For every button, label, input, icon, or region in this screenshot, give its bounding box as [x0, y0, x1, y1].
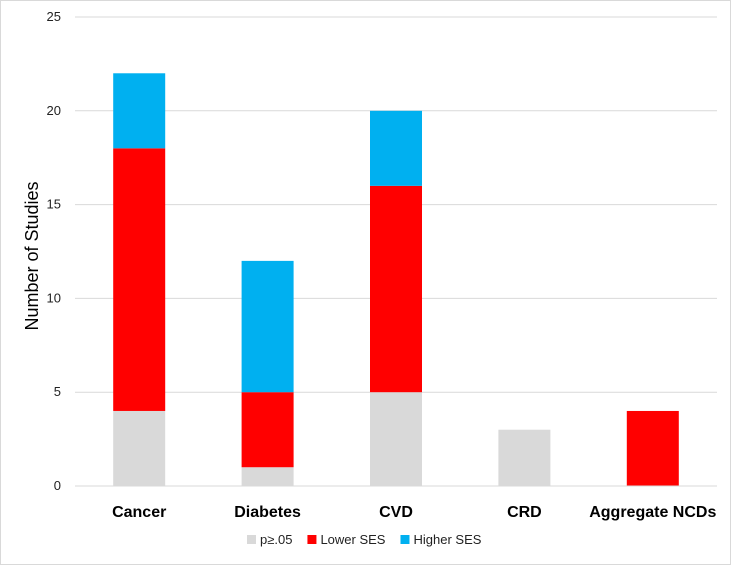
legend-label: Higher SES	[413, 532, 481, 547]
bar-segment-cancer-series-2	[113, 73, 166, 149]
x-axis-category-labels: Cancer Diabetes CVD CRD Aggregate NCDs	[112, 504, 716, 521]
legend-swatch	[247, 535, 256, 544]
y-tick-label: 20	[47, 103, 61, 118]
bar-segment-cancer-series-1	[113, 148, 166, 411]
bar-segment-cvd-series-1	[370, 185, 422, 393]
y-tick-label: 10	[47, 290, 61, 305]
x-category-label: CVD	[379, 504, 413, 521]
x-category-label: CRD	[507, 504, 542, 521]
y-tick-label: 15	[47, 197, 61, 212]
legend-label: p≥.05	[260, 532, 292, 547]
y-tick-label: 0	[54, 478, 61, 493]
x-category-label: Aggregate NCDs	[589, 504, 716, 521]
bar-segment-diabetes-series-0	[241, 467, 294, 486]
bar-segment-diabetes-series-1	[241, 392, 294, 468]
bar-segment-aggregate-ncds-series-1	[626, 410, 679, 486]
x-category-label: Diabetes	[234, 504, 301, 521]
legend-label: Lower SES	[320, 532, 385, 547]
bar-segment-diabetes-series-2	[241, 260, 294, 393]
y-tick-label: 25	[47, 9, 61, 24]
legend-swatch	[400, 535, 410, 544]
bar-segment-cvd-series-0	[370, 392, 422, 486]
legend-swatch	[307, 535, 317, 544]
y-tick-label: 5	[54, 384, 61, 399]
y-axis-ticks: 0 5 10 15 20 25	[47, 9, 61, 493]
bar-segment-crd-series-0	[498, 429, 551, 486]
y-axis-label: Number of Studies	[22, 181, 42, 330]
bar-segment-cancer-series-0	[113, 410, 166, 486]
bar-segment-cvd-series-2	[370, 110, 422, 186]
legend: p≥.05 Lower SES Higher SES	[247, 532, 482, 547]
bars	[113, 73, 679, 486]
x-category-label: Cancer	[112, 504, 166, 521]
